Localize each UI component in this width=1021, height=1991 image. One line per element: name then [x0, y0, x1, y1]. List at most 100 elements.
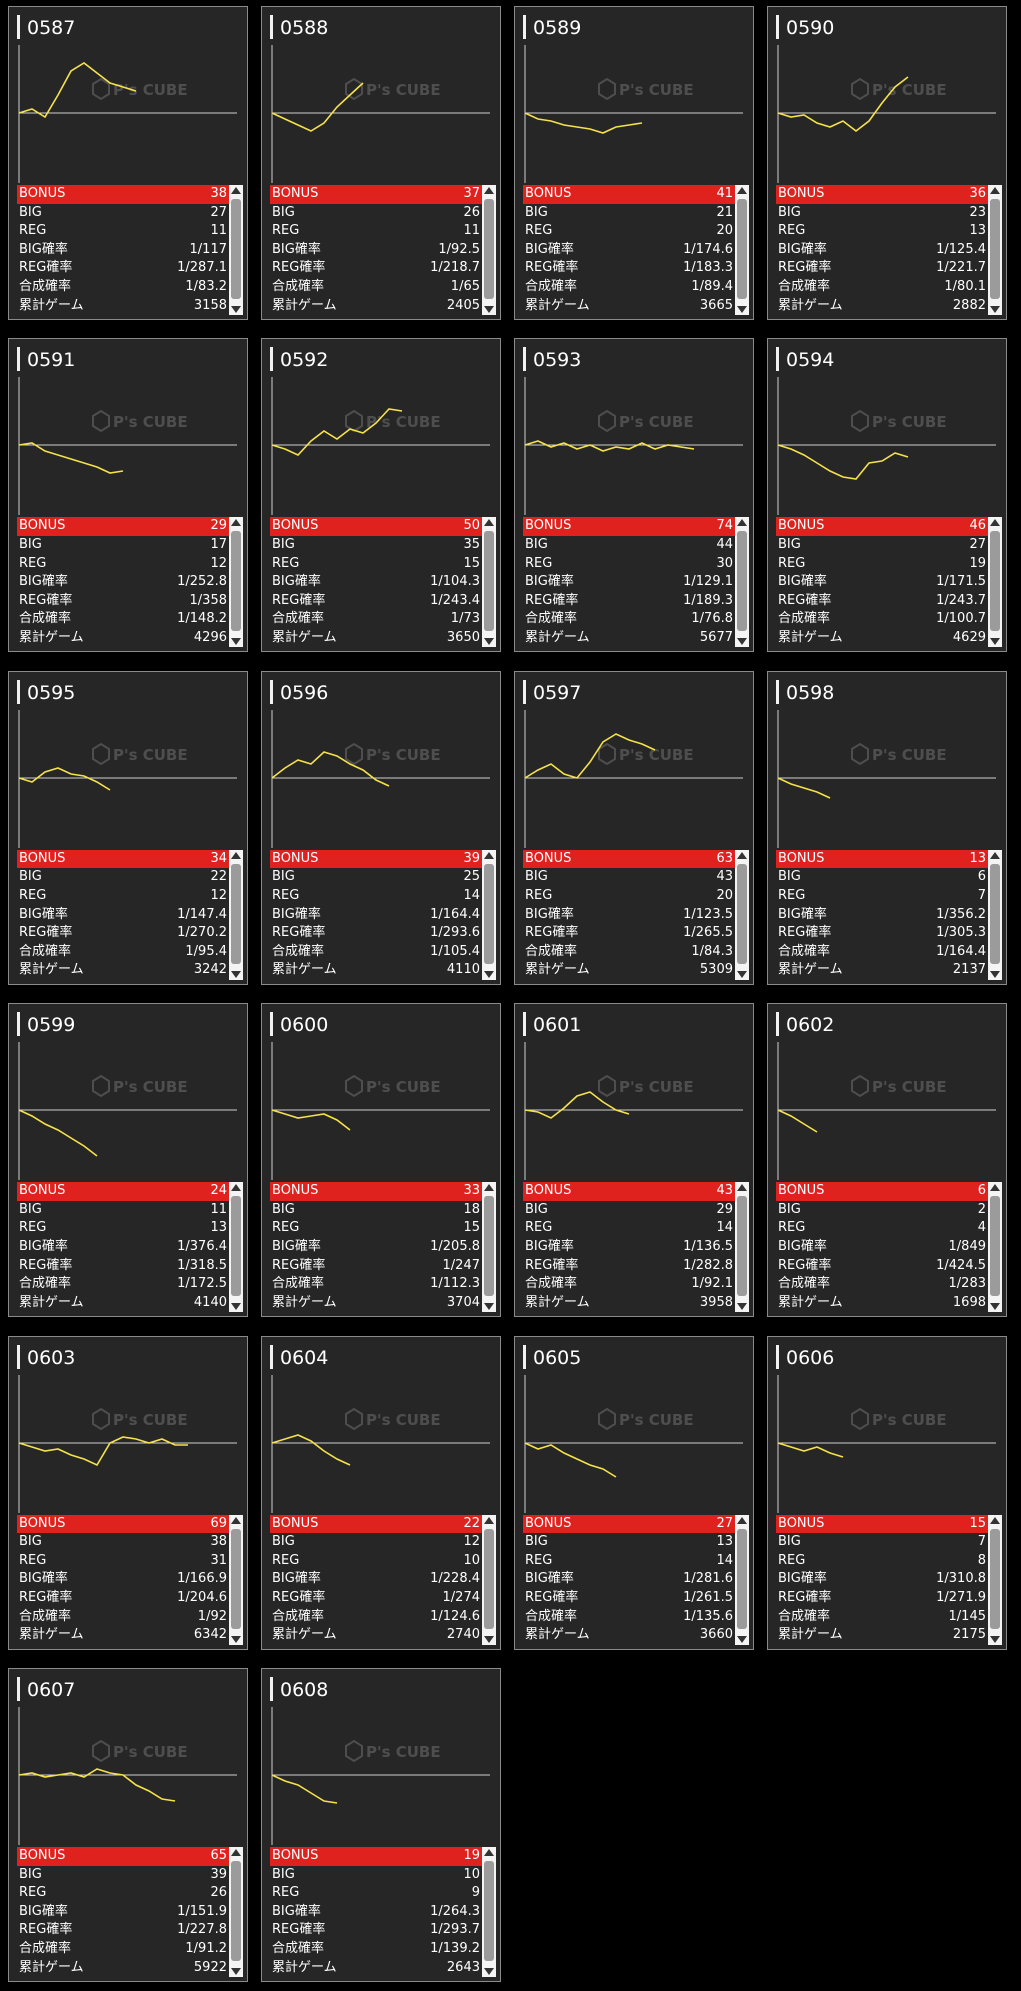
machine-card-0592[interactable]: 0592 P's CUBE BONUS 50 BIG 35 REG 15 BIG確率 1/104.… [261, 338, 501, 653]
stats-scrollbar[interactable] [482, 849, 496, 980]
scroll-down-arrow-icon[interactable] [990, 970, 1000, 978]
machine-card-0596[interactable]: 0596 P's CUBE BONUS 39 BIG 25 REG 14 BIG確率 1/164.… [261, 670, 501, 985]
scroll-thumb[interactable] [484, 199, 494, 299]
stats-scrollbar[interactable] [229, 849, 243, 980]
scroll-thumb[interactable] [737, 863, 747, 964]
scroll-down-arrow-icon[interactable] [484, 638, 494, 646]
scroll-down-arrow-icon[interactable] [231, 1635, 241, 1643]
stats-scrollbar[interactable] [229, 1514, 243, 1645]
stats-scrollbar[interactable] [229, 517, 243, 648]
machine-card-0598[interactable]: 0598 P's CUBE BONUS 13 BIG 6 REG 7 BIG確率 1/356.2 R… [767, 670, 1007, 985]
scroll-thumb[interactable] [484, 531, 494, 632]
stats-scrollbar[interactable] [735, 1514, 749, 1645]
scroll-down-arrow-icon[interactable] [231, 1303, 241, 1311]
scroll-up-arrow-icon[interactable] [231, 1516, 241, 1524]
machine-card-0597[interactable]: 0597 P's CUBE BONUS 63 BIG 43 REG 20 BIG確率 1/123.… [514, 670, 754, 985]
machine-card-0605[interactable]: 0605 P's CUBE BONUS 27 BIG 13 REG 14 BIG確率 1/281.… [514, 1335, 754, 1650]
machine-card-0589[interactable]: 0589 P's CUBE BONUS 41 BIG 21 REG 20 BIG確率 1/174.… [514, 6, 754, 320]
scroll-thumb[interactable] [990, 1528, 1000, 1629]
scroll-thumb[interactable] [484, 863, 494, 964]
scroll-up-arrow-icon[interactable] [231, 1184, 241, 1192]
scroll-down-arrow-icon[interactable] [231, 638, 241, 646]
scroll-thumb[interactable] [737, 1528, 747, 1629]
scroll-down-arrow-icon[interactable] [231, 1968, 241, 1975]
scroll-thumb[interactable] [737, 199, 747, 299]
scroll-thumb[interactable] [484, 1861, 494, 1961]
machine-card-0593[interactable]: 0593 P's CUBE BONUS 74 BIG 44 REG 30 BIG確率 1/129.… [514, 338, 754, 653]
scroll-thumb[interactable] [990, 531, 1000, 632]
machine-card-0587[interactable]: 0587 P's CUBE BONUS 38 BIG 27 REG 11 BIG確率 1/117 R… [8, 6, 248, 320]
scroll-down-arrow-icon[interactable] [737, 1303, 747, 1311]
stats-scrollbar[interactable] [988, 517, 1002, 648]
scroll-thumb[interactable] [231, 1196, 241, 1297]
scroll-down-arrow-icon[interactable] [484, 970, 494, 978]
machine-card-0590[interactable]: 0590 P's CUBE BONUS 36 BIG 23 REG 13 BIG確率 1/125.… [767, 6, 1007, 320]
stats-scrollbar[interactable] [229, 1847, 243, 1977]
scroll-down-arrow-icon[interactable] [737, 1635, 747, 1643]
machine-card-0607[interactable]: 0607 P's CUBE BONUS 65 BIG 39 REG 26 BIG確率 1/151.… [8, 1668, 248, 1982]
stats-scrollbar[interactable] [988, 849, 1002, 980]
stats-scrollbar[interactable] [229, 1182, 243, 1313]
stats-scrollbar[interactable] [482, 1514, 496, 1645]
machine-card-0599[interactable]: 0599 P's CUBE BONUS 24 BIG 11 REG 13 BIG確率 1/376.… [8, 1003, 248, 1318]
scroll-down-arrow-icon[interactable] [990, 638, 1000, 646]
scroll-up-arrow-icon[interactable] [737, 1184, 747, 1192]
machine-card-0602[interactable]: 0602 P's CUBE BONUS 6 BIG 2 REG 4 BIG確率 1/849 REG確… [767, 1003, 1007, 1318]
stats-scrollbar[interactable] [735, 849, 749, 980]
scroll-thumb[interactable] [990, 863, 1000, 964]
scroll-thumb[interactable] [231, 863, 241, 964]
scroll-up-arrow-icon[interactable] [990, 1184, 1000, 1192]
stats-scrollbar[interactable] [988, 185, 1002, 315]
machine-card-0595[interactable]: 0595 P's CUBE BONUS 34 BIG 22 REG 12 BIG確率 1/147.… [8, 670, 248, 985]
scroll-up-arrow-icon[interactable] [231, 851, 241, 859]
machine-card-0608[interactable]: 0608 P's CUBE BONUS 19 BIG 10 REG 9 BIG確率 1/264.3… [261, 1668, 501, 1982]
stats-scrollbar[interactable] [735, 517, 749, 648]
scroll-thumb[interactable] [990, 199, 1000, 299]
stats-scrollbar[interactable] [482, 185, 496, 315]
stats-scrollbar[interactable] [988, 1182, 1002, 1313]
machine-card-0603[interactable]: 0603 P's CUBE BONUS 69 BIG 38 REG 31 BIG確率 1/166.… [8, 1335, 248, 1650]
scroll-thumb[interactable] [231, 531, 241, 632]
scroll-up-arrow-icon[interactable] [990, 851, 1000, 859]
scroll-thumb[interactable] [231, 1861, 241, 1961]
scroll-up-arrow-icon[interactable] [737, 519, 747, 527]
machine-card-0600[interactable]: 0600 P's CUBE BONUS 33 BIG 18 REG 15 BIG確率 1/205.… [261, 1003, 501, 1318]
stats-scrollbar[interactable] [482, 1847, 496, 1977]
scroll-up-arrow-icon[interactable] [231, 187, 241, 194]
stats-scrollbar[interactable] [735, 1182, 749, 1313]
scroll-down-arrow-icon[interactable] [231, 306, 241, 313]
scroll-down-arrow-icon[interactable] [231, 970, 241, 978]
scroll-up-arrow-icon[interactable] [737, 851, 747, 859]
scroll-up-arrow-icon[interactable] [484, 1849, 494, 1856]
scroll-down-arrow-icon[interactable] [737, 970, 747, 978]
scroll-up-arrow-icon[interactable] [484, 851, 494, 859]
scroll-thumb[interactable] [231, 199, 241, 299]
scroll-down-arrow-icon[interactable] [990, 306, 1000, 313]
scroll-down-arrow-icon[interactable] [990, 1303, 1000, 1311]
stats-scrollbar[interactable] [482, 1182, 496, 1313]
scroll-thumb[interactable] [737, 1196, 747, 1297]
scroll-up-arrow-icon[interactable] [231, 1849, 241, 1856]
scroll-thumb[interactable] [231, 1528, 241, 1629]
scroll-up-arrow-icon[interactable] [484, 519, 494, 527]
machine-card-0588[interactable]: 0588 P's CUBE BONUS 37 BIG 26 REG 11 BIG確率 1/92.5… [261, 6, 501, 320]
scroll-up-arrow-icon[interactable] [737, 187, 747, 194]
stats-scrollbar[interactable] [735, 185, 749, 315]
scroll-thumb[interactable] [737, 531, 747, 632]
scroll-up-arrow-icon[interactable] [990, 187, 1000, 194]
machine-card-0601[interactable]: 0601 P's CUBE BONUS 43 BIG 29 REG 14 BIG確率 1/136.… [514, 1003, 754, 1318]
machine-card-0604[interactable]: 0604 P's CUBE BONUS 22 BIG 12 REG 10 BIG確率 1/228.… [261, 1335, 501, 1650]
scroll-up-arrow-icon[interactable] [484, 1516, 494, 1524]
scroll-up-arrow-icon[interactable] [484, 187, 494, 194]
scroll-down-arrow-icon[interactable] [484, 1968, 494, 1975]
scroll-down-arrow-icon[interactable] [737, 638, 747, 646]
machine-card-0594[interactable]: 0594 P's CUBE BONUS 46 BIG 27 REG 19 BIG確率 1/171.… [767, 338, 1007, 653]
scroll-down-arrow-icon[interactable] [484, 306, 494, 313]
scroll-thumb[interactable] [484, 1196, 494, 1297]
machine-card-0606[interactable]: 0606 P's CUBE BONUS 15 BIG 7 REG 8 BIG確率 1/310.8 R… [767, 1335, 1007, 1650]
machine-card-0591[interactable]: 0591 P's CUBE BONUS 29 BIG 17 REG 12 BIG確率 1/252.… [8, 338, 248, 653]
stats-scrollbar[interactable] [988, 1514, 1002, 1645]
scroll-thumb[interactable] [990, 1196, 1000, 1297]
stats-scrollbar[interactable] [229, 185, 243, 315]
scroll-up-arrow-icon[interactable] [990, 1516, 1000, 1524]
